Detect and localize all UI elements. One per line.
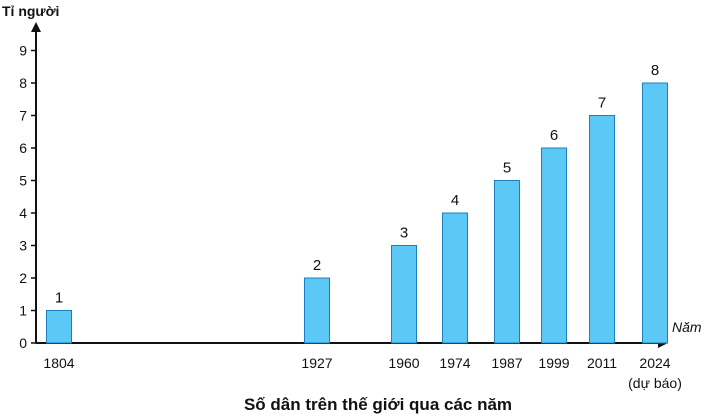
axes: 0 1 2 3 4 5 6 7 8 9 (19, 22, 668, 351)
data-label: 1 (55, 290, 63, 307)
data-label: 3 (400, 225, 408, 242)
x-tick-label: 1927 (301, 355, 332, 371)
y-tick-label: 3 (19, 238, 27, 254)
data-label: 4 (451, 192, 459, 209)
x-tick-label: 1974 (439, 355, 470, 371)
x-tick-note: (dự báo) (628, 375, 682, 391)
x-axis-title: Năm (672, 319, 702, 335)
bar (589, 115, 615, 344)
bar (304, 277, 330, 344)
y-tick-label: 4 (19, 205, 27, 221)
y-tick-label: 8 (19, 75, 27, 91)
x-tick-label: 2011 (587, 355, 617, 371)
bar (541, 147, 567, 344)
x-tick-label: 2024 (639, 355, 670, 371)
data-label: 5 (503, 160, 511, 177)
y-tick-label: 9 (19, 43, 27, 59)
y-axis-arrow (31, 22, 41, 32)
x-tick-label: 1999 (538, 355, 569, 371)
y-tick-label: 1 (19, 303, 27, 319)
bar (391, 245, 417, 344)
y-tick-label: 7 (19, 108, 27, 124)
y-tick-label: 5 (19, 173, 27, 189)
y-tick-label: 0 (19, 335, 27, 351)
bar (642, 82, 668, 344)
bar (442, 212, 468, 344)
x-tick-label: 1960 (388, 355, 419, 371)
data-label: 8 (651, 62, 659, 79)
x-tick-label: 1804 (43, 355, 74, 371)
y-axis-title: Tỉ người (2, 3, 59, 19)
bar (494, 180, 520, 344)
y-tick-label: 2 (19, 270, 27, 286)
x-tick-label: 1987 (491, 355, 522, 371)
y-tick-label: 6 (19, 140, 27, 156)
data-label: 6 (550, 127, 558, 144)
bars (46, 82, 668, 344)
bar (46, 310, 72, 344)
chart-title: Số dân trên thế giới qua các năm (244, 395, 512, 414)
labels: 1 1804 2 1927 3 1960 4 1974 5 1987 6 1999 7 2011 8 2024… (43, 62, 681, 391)
data-label: 7 (598, 95, 606, 112)
data-label: 2 (313, 257, 321, 274)
